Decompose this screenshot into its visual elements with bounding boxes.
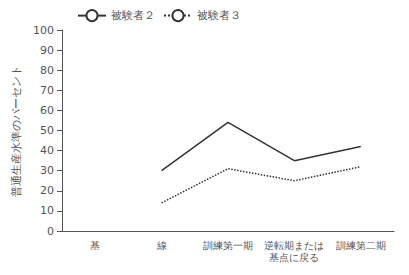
svg-text:60: 60 [40,104,54,117]
svg-text:被験者２: 被験者２ [111,9,155,22]
svg-text:基点に戻る: 基点に戻る [269,252,319,263]
svg-text:90: 90 [40,44,54,57]
svg-text:線: 線 [156,240,167,251]
svg-text:70: 70 [40,84,54,97]
svg-text:50: 50 [40,124,54,137]
svg-text:30: 30 [40,164,54,177]
svg-text:10: 10 [40,204,54,217]
svg-text:逆転期または: 逆転期または [264,240,324,251]
svg-text:普通生産水準のパーセント: 普通生産水準のパーセント [10,65,23,197]
svg-text:訓練第二期: 訓練第二期 [336,240,386,251]
svg-text:80: 80 [40,64,54,77]
svg-text:基: 基 [90,240,100,251]
svg-text:100: 100 [33,24,54,37]
svg-text:20: 20 [40,184,54,197]
svg-text:被験者３: 被験者３ [197,9,241,22]
svg-text:40: 40 [40,144,54,157]
svg-text:0: 0 [47,225,54,238]
svg-text:訓練第一期: 訓練第一期 [203,240,253,251]
